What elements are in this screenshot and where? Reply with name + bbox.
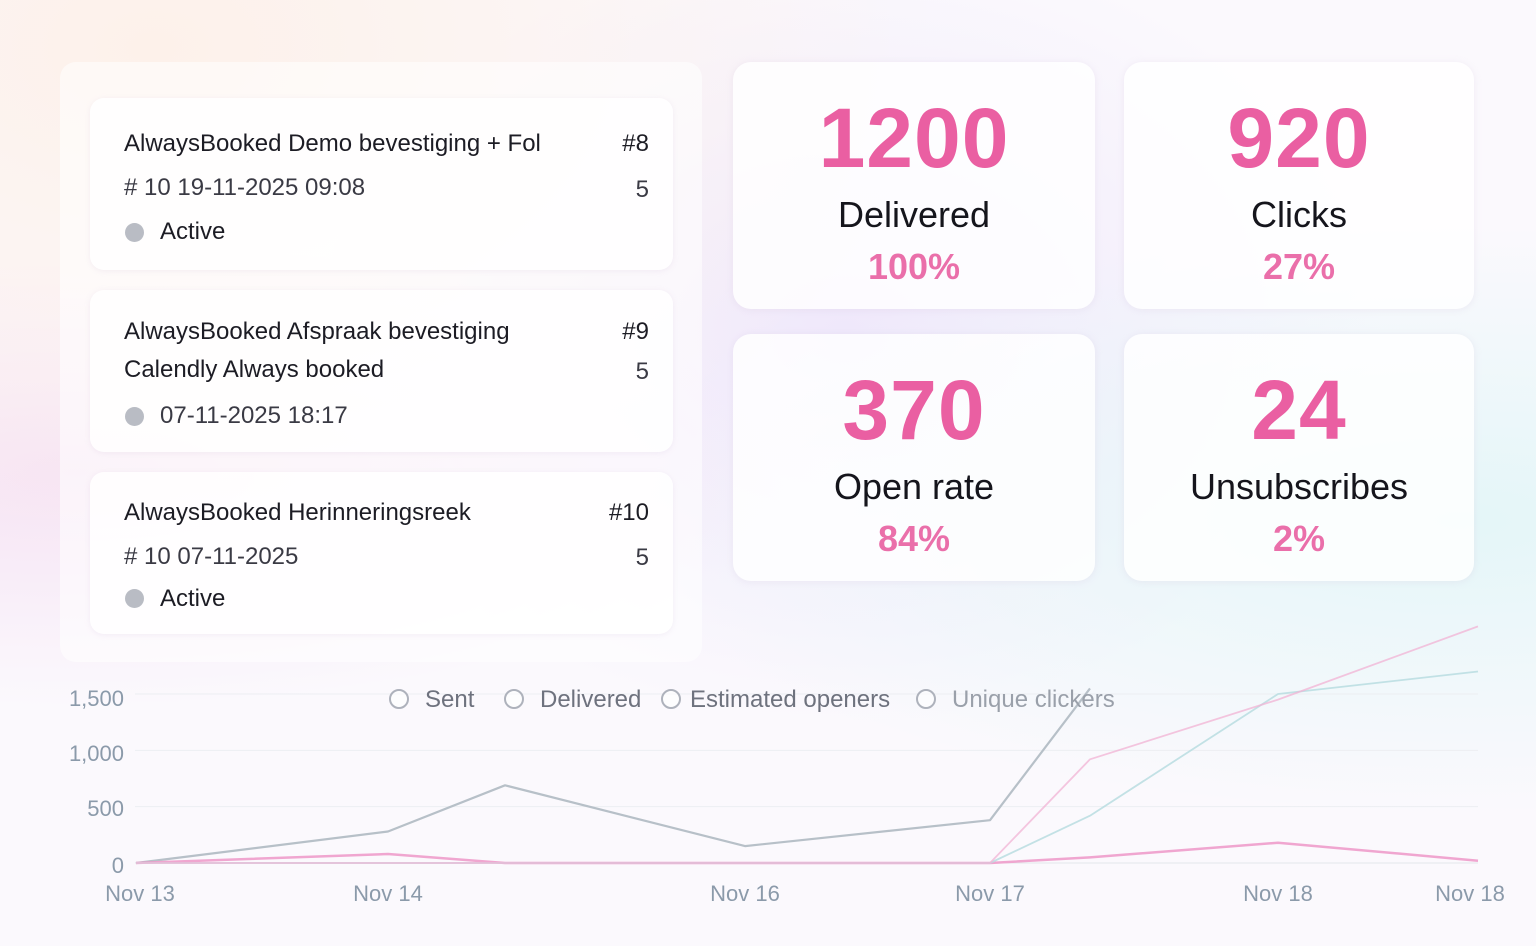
stat-percent: 27% <box>1262 246 1336 287</box>
campaign-title: AlwaysBooked Herinneringsreek <box>124 499 471 526</box>
legend-circle-icon <box>389 689 409 709</box>
legend-delivered[interactable]: Delivered <box>504 686 641 714</box>
campaign-card-9[interactable]: AlwaysBooked Afspraak bevestiging #9 Cal… <box>90 290 673 452</box>
campaign-meta: # 10 19-11-2025 09:08 <box>124 174 366 201</box>
stat-percent: 84% <box>877 518 951 559</box>
legend-circle-icon <box>504 689 524 709</box>
stat-value: 920 <box>1227 91 1371 185</box>
campaign-id: #10 <box>608 499 649 526</box>
stat-value: 370 <box>842 363 986 457</box>
y-tick-label: 1,000 <box>68 741 124 766</box>
campaign-meta: # 10 07-11-2025 <box>124 543 299 570</box>
status-dot-icon <box>125 589 144 608</box>
legend-circle-icon <box>916 689 936 709</box>
y-tick-label: 1,500 <box>68 686 124 711</box>
legend-unique-clickers[interactable]: Unique clickers <box>916 686 1115 714</box>
status-dot-icon <box>125 407 144 426</box>
stat-label: Clicks <box>1251 194 1347 235</box>
series-line-sent <box>135 687 1091 865</box>
stat-label: Delivered <box>837 194 991 235</box>
y-tick-label: 500 <box>87 796 124 821</box>
campaign-title: AlwaysBooked Afspraak bevestiging <box>124 318 510 345</box>
campaign-status: Active <box>160 585 226 612</box>
x-tick-label: Nov 18 <box>1435 881 1505 906</box>
stat-label: Open rate <box>833 466 995 507</box>
x-tick-label: Nov 14 <box>353 881 423 906</box>
campaign-card-8[interactable]: AlwaysBooked Demo bevestiging + Fol #8 #… <box>90 98 673 270</box>
stat-open-rate: 370 Open rate 84% <box>733 334 1095 581</box>
x-tick-label: Nov 16 <box>710 881 780 906</box>
stat-delivered: 1200 Delivered 100% <box>733 62 1095 309</box>
series-line-delivered <box>135 841 1479 865</box>
legend-circle-icon <box>661 689 681 709</box>
series-line-unique-clickers <box>136 625 1479 864</box>
stat-value: 1200 <box>818 91 1010 185</box>
x-tick-label: Nov 13 <box>105 881 175 906</box>
stat-clicks: 920 Clicks 27% <box>1124 62 1474 309</box>
campaign-id: #8 <box>622 130 649 157</box>
x-tick-label: Nov 18 <box>1243 881 1313 906</box>
legend-estimated-openers[interactable]: Estimated openers <box>661 686 890 714</box>
y-tick-label: 0 <box>111 853 124 878</box>
campaign-status: Active <box>160 218 226 245</box>
legend-sent[interactable]: Sent <box>389 686 474 714</box>
campaign-card-10[interactable]: AlwaysBooked Herinneringsreek #10 # 10 0… <box>90 472 673 634</box>
campaign-title: AlwaysBooked Demo bevestiging + Fol <box>124 130 541 157</box>
campaign-date: 07-11-2025 18:17 <box>160 402 348 429</box>
stat-unsubscribes: 24 Unsubscribes 2% <box>1124 334 1474 581</box>
stat-label: Unsubscribes <box>1189 466 1409 507</box>
campaign-subtitle: Calendly Always booked <box>124 356 385 383</box>
stat-percent: 100% <box>867 246 961 287</box>
campaign-id: #9 <box>622 318 649 345</box>
stat-value: 24 <box>1251 363 1347 457</box>
stat-percent: 2% <box>1272 518 1326 559</box>
campaign-count: 5 <box>635 358 649 385</box>
campaign-count: 5 <box>635 544 649 571</box>
campaign-count: 5 <box>635 176 649 203</box>
x-tick-label: Nov 17 <box>955 881 1025 906</box>
status-dot-icon <box>125 223 144 242</box>
